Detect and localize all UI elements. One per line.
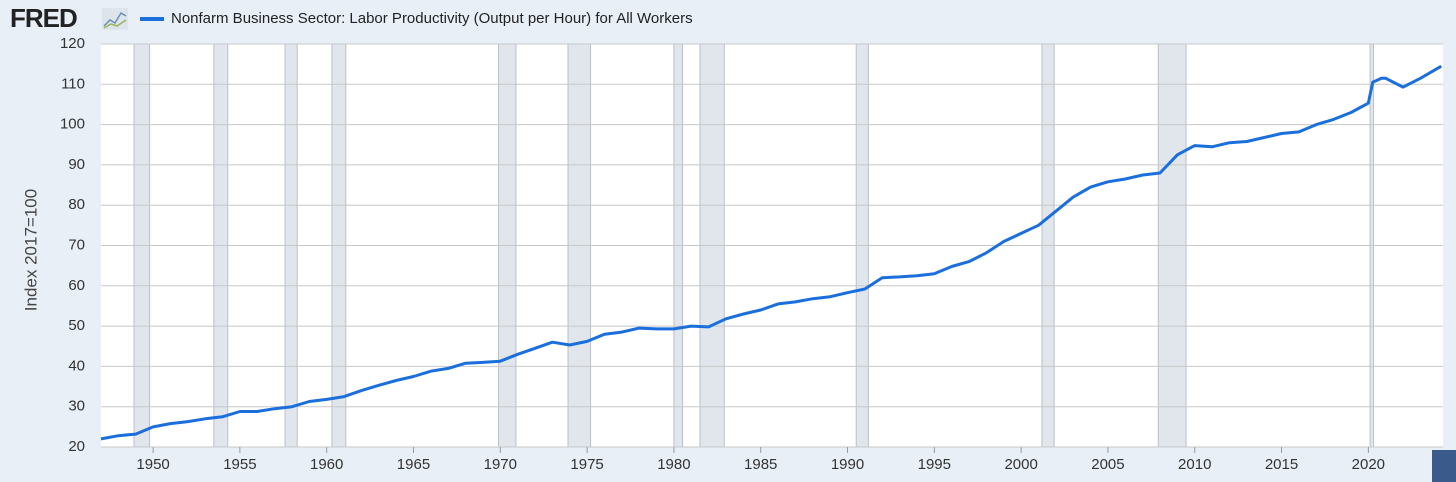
x-tick-label: 1990 <box>831 456 864 473</box>
x-tick-label: 2005 <box>1091 456 1124 473</box>
x-tick-label: 1975 <box>570 456 603 473</box>
x-tick-label: 2020 <box>1352 456 1385 473</box>
y-tick-label: 30 <box>68 398 85 415</box>
x-tick-label: 1985 <box>744 456 777 473</box>
x-tick-label: 1955 <box>223 456 256 473</box>
x-tick-label: 1970 <box>484 456 517 473</box>
y-tick-label: 50 <box>68 317 85 334</box>
y-tick-label: 20 <box>68 438 85 455</box>
x-tick-label: 2010 <box>1178 456 1211 473</box>
x-tick-label: 1995 <box>918 456 951 473</box>
x-tick-label: 2000 <box>1004 456 1037 473</box>
x-tick-label: 1980 <box>657 456 690 473</box>
x-tick-label: 1950 <box>136 456 169 473</box>
y-tick-label: 90 <box>68 156 85 173</box>
y-tick-label: 110 <box>61 75 85 92</box>
y-tick-label: 120 <box>60 35 85 52</box>
x-tick-label: 1960 <box>310 456 343 473</box>
y-tick-label: 100 <box>60 116 85 133</box>
logo-icon <box>102 8 128 30</box>
corner-button[interactable] <box>1432 450 1456 482</box>
y-tick-label: 60 <box>68 277 85 294</box>
x-tick-label: 1965 <box>397 456 430 473</box>
y-axis-title: Index 2017=100 <box>21 189 40 311</box>
y-tick-label: 40 <box>68 357 85 374</box>
y-tick-label: 70 <box>68 236 85 253</box>
y-tick-label: 80 <box>68 196 85 213</box>
logo: FRED <box>10 3 77 33</box>
legend-label: Nonfarm Business Sector: Labor Productiv… <box>171 10 693 27</box>
x-tick-label: 2015 <box>1265 456 1298 473</box>
series-line <box>100 64 1443 441</box>
